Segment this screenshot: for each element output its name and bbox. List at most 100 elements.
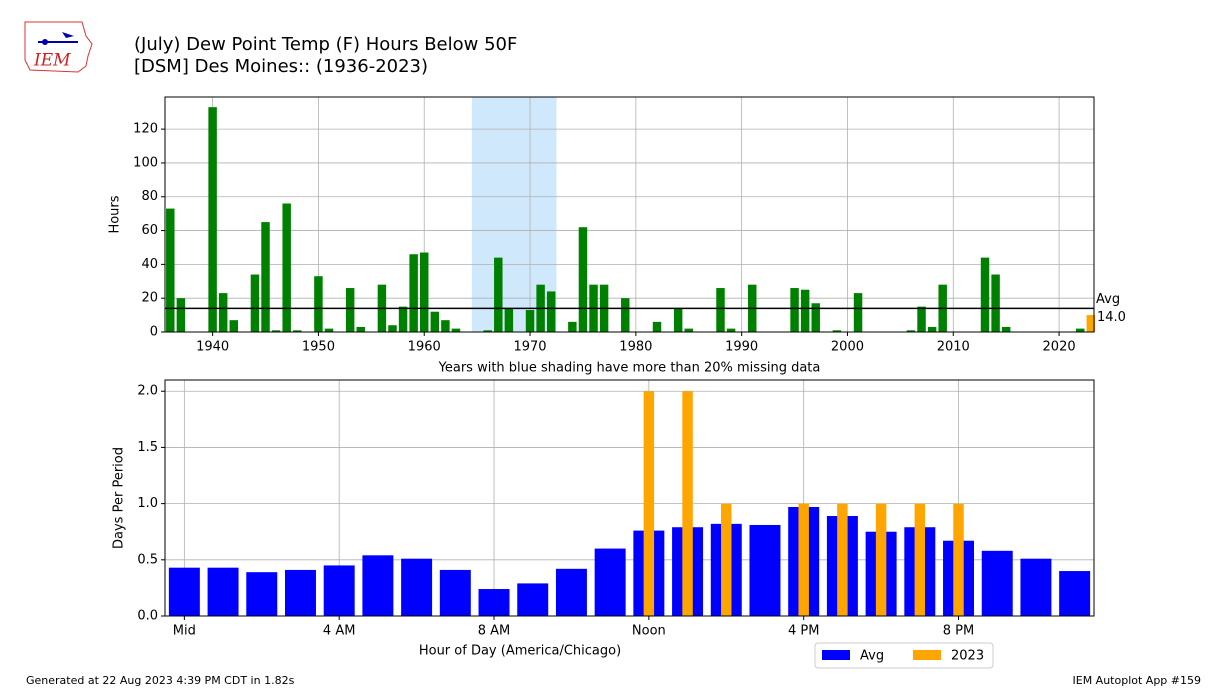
bar [594,548,626,616]
bar [981,550,1013,616]
bar [684,328,693,332]
logo: IEM [24,21,93,73]
bar [906,330,916,332]
bar [293,330,302,332]
x-tick-label: 2010 [937,340,970,355]
x-tick-label: 2000 [831,340,864,355]
bar [568,321,577,332]
bar [409,254,418,332]
y-axis-label: Hours [108,195,123,233]
bar [716,288,725,332]
x-tick-label: 1960 [408,340,441,355]
average-value: 14.0 [1097,310,1126,325]
bar [790,288,799,332]
footer-right: IEM Autoplot App #159 [1073,674,1202,687]
bar [314,276,323,332]
y-tick-label: 2.0 [137,384,158,399]
bar [323,565,355,616]
bar [517,583,549,616]
x-axis-label: Hour of Day (America/Chicago) [419,644,621,659]
bar [494,257,503,332]
bar [246,572,278,616]
bar [798,503,809,616]
y-tick-label: 20 [141,291,158,306]
bar [721,503,732,616]
bar [419,252,429,332]
y-tick-label: 1.5 [137,440,158,455]
bar [673,308,683,332]
bar [451,328,461,332]
bar [643,391,655,616]
bar [1086,315,1096,332]
bar [1059,571,1091,616]
y-tick-label: 0.0 [137,609,158,624]
bar [555,568,587,616]
x-tick-label: 8 PM [943,624,974,639]
bar [1076,328,1085,332]
bar [837,503,848,616]
bar [388,325,397,332]
title-line: (July) Dew Point Temp (F) Hours Below 50… [134,34,517,55]
y-tick-label: 1.0 [137,496,158,511]
y-tick-label: 80 [141,189,158,204]
bar [1020,558,1052,616]
legend-label: 2023 [951,649,984,664]
bar [682,391,693,616]
axes-frame [164,96,1095,333]
average-label: Avg [1096,292,1120,307]
bar [953,503,964,616]
bar [345,288,355,332]
bar [832,330,842,332]
bar [726,328,736,332]
bar [208,107,217,332]
legend-swatch [822,650,850,660]
bar [546,291,556,332]
bar [1001,326,1011,332]
bar [980,257,990,332]
y-tick-label: 0.5 [137,552,158,567]
bar [261,222,270,332]
bar [652,321,662,332]
bar [578,227,588,332]
bar [166,208,175,332]
bar [284,569,316,616]
footer-left: Generated at 22 Aug 2023 4:39 PM CDT in … [26,674,295,687]
y-tick-label: 120 [133,122,158,137]
bar [168,567,200,616]
bar [356,326,365,332]
y-tick-label: 0 [150,325,158,340]
legend-swatch [913,650,941,660]
note: Years with blue shading have more than 2… [438,361,821,376]
legend: Avg 2023 [814,642,994,669]
y-tick-label: 40 [141,257,158,272]
bar [441,320,450,332]
bar [430,311,440,332]
bar [621,298,630,332]
bar [398,306,408,332]
x-tick-label: 4 AM [323,624,356,639]
x-tick-label: Mid [173,624,196,639]
bar [282,203,291,332]
bar [271,330,281,332]
x-tick-label: 1980 [619,340,652,355]
y-tick-label: 100 [133,155,158,170]
title-line: [DSM] Des Moines:: (1936-2023) [134,56,428,77]
x-tick-label: 8 AM [478,624,511,639]
legend-frame [814,642,994,669]
bar [362,555,394,616]
x-tick-label: 2020 [1043,340,1076,355]
axes-frame [164,379,1095,617]
y-axis-label: Days Per Period [112,447,127,549]
bar [483,330,492,332]
y-tick-label: 60 [141,223,158,238]
bar [914,503,926,616]
x-tick-label: 1990 [725,340,758,355]
bar [401,558,433,616]
bar [250,274,260,332]
bar [853,293,863,332]
x-tick-label: 1950 [302,340,335,355]
x-tick-label: 1970 [513,340,546,355]
x-tick-label: 4 PM [788,624,819,639]
bar [991,274,1000,332]
bar [811,303,820,332]
